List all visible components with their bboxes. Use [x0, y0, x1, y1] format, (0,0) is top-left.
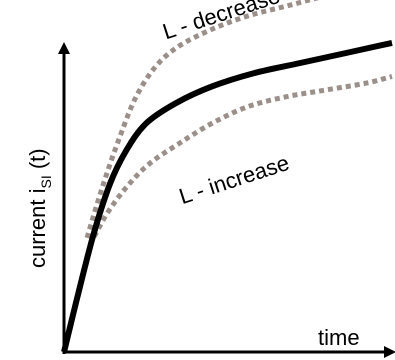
x-axis-label: time: [318, 325, 360, 350]
y-axis-label-subscript: SI: [38, 175, 54, 188]
series-line-l-decrease-1: [84, 0, 320, 239]
y-axis-label-suffix: (t): [25, 148, 50, 175]
series-line-l-increase-2: [88, 74, 393, 246]
annotation-l-decrease: L - decrease: [160, 0, 283, 44]
series-line-main-0: [61, 39, 393, 353]
series-layer: [61, 0, 393, 353]
y-axis-label: current iSI (t): [25, 148, 54, 268]
y-axis-label-main: current i: [25, 189, 50, 268]
annotation-l-increase: L - increase: [176, 150, 292, 209]
